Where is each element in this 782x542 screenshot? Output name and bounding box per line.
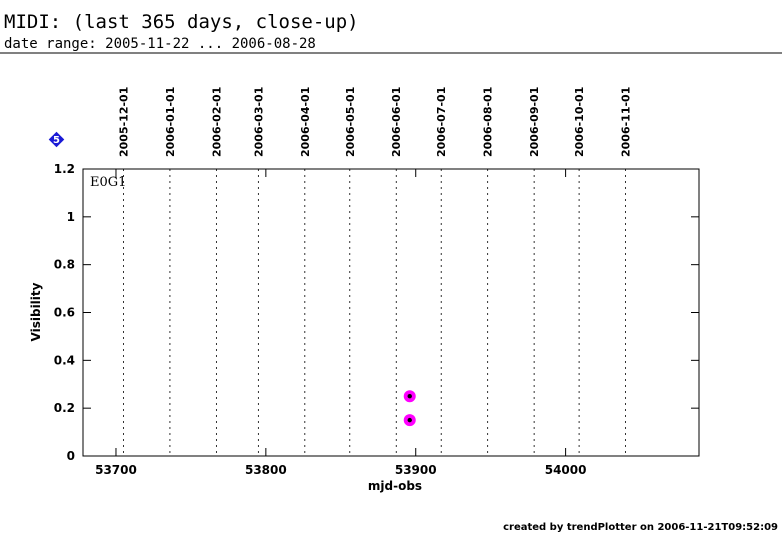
plot-frame bbox=[82, 168, 700, 457]
y-tick-label: 0 bbox=[67, 449, 75, 463]
badge-diamond bbox=[48, 131, 65, 148]
y-tick-label: 0.4 bbox=[54, 353, 75, 367]
x-axis-label: mjd-obs bbox=[368, 479, 422, 493]
date-tick-label: 2006-08-01 bbox=[482, 87, 495, 157]
chart-title: MIDI: (last 365 days, close-up) bbox=[4, 11, 359, 33]
x-tick-label: 53900 bbox=[395, 463, 437, 477]
date-tick-label: 2006-09-01 bbox=[528, 87, 541, 157]
x-tick-label: 53800 bbox=[245, 463, 287, 477]
date-tick-label: 2006-03-01 bbox=[252, 87, 265, 157]
y-tick-label: 1.2 bbox=[54, 162, 75, 176]
chart-subtitle: date range: 2005-11-22 ... 2006-08-28 bbox=[4, 36, 316, 52]
y-tick-label: 0.2 bbox=[54, 401, 75, 415]
date-tick-label: 2006-11-01 bbox=[620, 87, 633, 157]
date-tick-label: 2006-04-01 bbox=[299, 87, 312, 157]
badge: 5 bbox=[53, 135, 60, 146]
footer: created by trendPlotter on 2006-11-21T09… bbox=[503, 522, 778, 533]
date-tick-label: 2006-05-01 bbox=[344, 87, 357, 157]
point-center bbox=[407, 394, 412, 399]
date-tick-label: 2006-02-01 bbox=[210, 87, 223, 157]
x-tick-label: 54000 bbox=[545, 463, 587, 477]
y-tick-label: 0.6 bbox=[54, 306, 75, 320]
date-tick-label: 2006-07-01 bbox=[435, 87, 448, 157]
y-axis-label: Visibility bbox=[29, 282, 43, 341]
y-tick-label: 1 bbox=[67, 210, 75, 224]
x-tick-label: 53700 bbox=[95, 463, 137, 477]
date-tick-label: 2005-12-01 bbox=[117, 87, 130, 157]
point bbox=[403, 414, 416, 427]
y-tick-label: 0.8 bbox=[54, 258, 75, 272]
date-tick-label: 2006-01-01 bbox=[164, 87, 177, 157]
date-tick-label: 2006-10-01 bbox=[573, 87, 586, 157]
point bbox=[403, 390, 416, 403]
date-tick-label: 2006-06-01 bbox=[390, 87, 403, 157]
point-center bbox=[407, 417, 412, 423]
panel-label: E0G1 bbox=[90, 175, 126, 190]
